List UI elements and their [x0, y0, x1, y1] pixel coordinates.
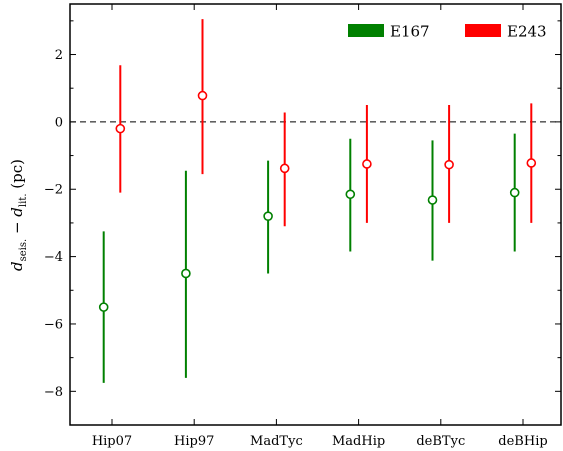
y-tick-label: −6 — [44, 317, 63, 332]
y-axis-title-d2: d — [8, 207, 26, 217]
y-axis-title-minus: − — [8, 217, 26, 239]
x-tick-label-deBHip: deBHip — [498, 434, 547, 449]
legend-swatch-E243 — [465, 24, 501, 37]
data-point-E243-MadHip — [362, 159, 372, 169]
legend-label-E167: E167 — [390, 23, 430, 41]
data-point-E243-deBTyc — [444, 159, 454, 170]
axes: −8 −6 −4 −2 0 2 Hip07 Hip97 MadTyc MadHip deBTyc de… — [44, 3, 562, 449]
data-point-E167-Hip97 — [181, 268, 191, 279]
y-tick-label: 0 — [55, 115, 63, 130]
legend-label-E243: E243 — [507, 23, 547, 41]
y-axis-title-unit: (pc) — [8, 159, 26, 193]
x-tick-label-MadHip: MadHip — [332, 434, 385, 449]
data-point-E167-Hip07 — [98, 302, 109, 312]
data-point-E243-MadTyc — [279, 163, 290, 174]
x-tick-label-MadTyc: MadTyc — [250, 434, 303, 449]
x-tick-label-Hip07: Hip07 — [92, 434, 132, 449]
data-point-E243-Hip97 — [197, 90, 208, 101]
data-point-E167-deBHip — [509, 187, 520, 198]
x-tick-label-deBTyc: deBTyc — [416, 434, 465, 449]
x-tick-label-Hip97: Hip97 — [174, 434, 214, 449]
y-axis-title: dseis. − dlit. (pc) — [8, 159, 29, 271]
y-axis-title-d: d — [8, 261, 26, 271]
y-tick-label: −8 — [44, 385, 63, 400]
plot-frame — [69, 3, 562, 426]
y-tick-label: 2 — [55, 48, 63, 63]
data-point-E167-MadTyc — [263, 211, 273, 221]
y-axis-title-sub1: seis. — [18, 239, 29, 262]
data-point-E243-deBHip — [526, 158, 537, 168]
legend-swatch-E167 — [348, 24, 384, 37]
data-point-E167-deBTyc — [427, 195, 438, 205]
plot-area — [70, 19, 561, 383]
legend: E167 E243 — [348, 23, 547, 41]
data-point-E243-Hip07 — [115, 123, 126, 134]
data-point-E167-MadHip — [345, 189, 356, 200]
y-axis-title-sub2: lit. — [18, 194, 29, 208]
y-tick-label: −2 — [44, 183, 63, 198]
y-tick-label: −4 — [44, 250, 63, 265]
